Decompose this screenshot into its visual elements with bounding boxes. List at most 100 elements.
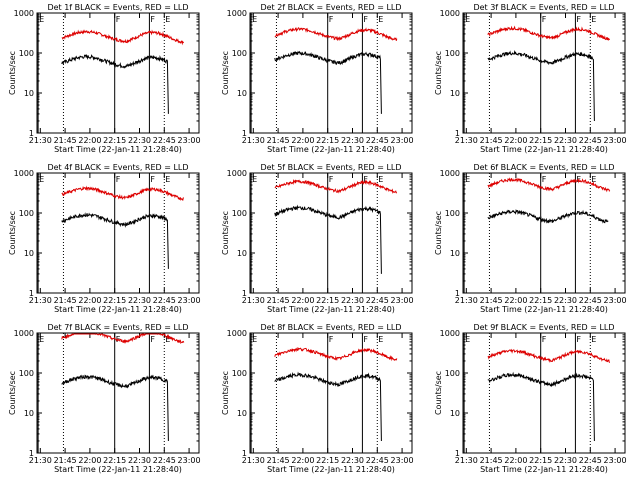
panel-det9: Det 9f BLACK = Events, RED = LLD 1 10 100 10… [434, 323, 627, 474]
y-tick-label: 1000 [14, 329, 34, 338]
y-axis-label: Counts/sec [221, 211, 230, 255]
y-tick-label: 1 [242, 289, 247, 298]
marker-label: F [116, 15, 121, 24]
marker-label: F [363, 175, 368, 184]
x-tick-label: 22:00 [504, 456, 527, 465]
series-events [487, 49, 595, 122]
series-events [274, 371, 382, 442]
x-tick-label: 21:30 [242, 296, 265, 305]
y-tick-label: 100 [232, 49, 247, 58]
x-tick-label: 22:30 [341, 136, 364, 145]
y-tick-label: 1000 [440, 329, 460, 338]
series-events [274, 50, 382, 114]
marker-label: E [252, 15, 257, 24]
y-tick-label: 1 [29, 289, 34, 298]
series-lld [61, 29, 184, 46]
x-tick-label: 21:45 [267, 296, 290, 305]
panel-title: Det 3f BLACK = Events, RED = LLD [473, 3, 614, 12]
x-tick-label: 22:45 [579, 136, 602, 145]
marker-label: F [363, 335, 368, 344]
x-tick-label: 23:00 [178, 296, 201, 305]
marker-label: E [591, 335, 596, 344]
y-axis-label: Counts/sec [434, 51, 443, 95]
series-lld [487, 25, 610, 41]
panel-det8: Det 8f BLACK = Events, RED = LLD 1 10 100 10… [221, 323, 414, 474]
plot-frame [462, 172, 626, 294]
x-tick-label: 21:45 [480, 136, 503, 145]
y-tick-label: 10 [450, 409, 460, 418]
y-tick-label: 10 [24, 409, 34, 418]
y-tick-label: 100 [19, 209, 34, 218]
marker-label: F [542, 15, 547, 24]
series-lld [487, 348, 610, 363]
x-tick-label: 22:30 [341, 456, 364, 465]
panel-det6: Det 6f BLACK = Events, RED = LLD 1 10 100 10… [434, 163, 627, 314]
x-axis-label: Start Time (22-Jan-11 21:28:40) [480, 145, 608, 154]
x-tick-label: 22:45 [579, 296, 602, 305]
y-tick-label: 1 [29, 129, 34, 138]
panel-det7: Det 7f BLACK = Events, RED = LLD 1 10 100 10… [8, 323, 201, 474]
y-tick-label: 100 [445, 49, 460, 58]
y-tick-label: 10 [24, 89, 34, 98]
y-axis-label: Counts/sec [434, 371, 443, 415]
y-tick-label: 1 [455, 449, 460, 458]
x-tick-label: 21:30 [455, 296, 478, 305]
y-tick-label: 10 [237, 249, 247, 258]
series-lld [274, 178, 398, 194]
x-tick-label: 23:00 [391, 296, 414, 305]
marker-label: F [150, 15, 155, 24]
series-events [487, 209, 609, 224]
x-tick-label: 22:15 [103, 456, 126, 465]
panel-det4: Det 4f BLACK = Events, RED = LLD 1 10 100 10… [8, 163, 201, 314]
y-tick-label: 10 [24, 249, 34, 258]
x-tick-label: 22:30 [128, 296, 151, 305]
series-events [274, 204, 382, 274]
marker-label: E [252, 335, 257, 344]
x-tick-label: 22:30 [128, 136, 151, 145]
x-tick-label: 22:30 [554, 296, 577, 305]
x-tick-label: 22:00 [78, 456, 101, 465]
marker-label: F [329, 335, 334, 344]
x-axis-label: Start Time (22-Jan-11 21:28:40) [267, 465, 395, 474]
y-tick-label: 1000 [440, 9, 460, 18]
y-tick-label: 10 [450, 249, 460, 258]
plot-frame [36, 12, 200, 134]
x-tick-label: 23:00 [178, 456, 201, 465]
y-axis-label: Counts/sec [434, 211, 443, 255]
x-tick-label: 21:45 [54, 136, 77, 145]
marker-label: E [465, 335, 470, 344]
plot-frame [249, 12, 413, 134]
x-axis-label: Start Time (22-Jan-11 21:28:40) [54, 305, 182, 314]
marker-label: F [150, 175, 155, 184]
x-tick-label: 21:45 [480, 456, 503, 465]
x-tick-label: 22:15 [103, 136, 126, 145]
x-tick-label: 22:15 [103, 296, 126, 305]
series-lld [274, 27, 398, 41]
marker-label: F [542, 175, 547, 184]
x-tick-label: 22:15 [529, 136, 552, 145]
x-tick-label: 23:00 [604, 136, 627, 145]
plot-frame [36, 172, 200, 294]
x-tick-label: 22:15 [316, 456, 339, 465]
marker-label: E [591, 15, 596, 24]
y-axis-label: Counts/sec [221, 51, 230, 95]
x-tick-label: 21:30 [455, 136, 478, 145]
series-lld [61, 185, 184, 201]
marker-label: E [252, 175, 257, 184]
y-tick-label: 1 [455, 289, 460, 298]
y-tick-label: 10 [237, 89, 247, 98]
panel-title: Det 2f BLACK = Events, RED = LLD [260, 3, 401, 12]
x-axis-label: Start Time (22-Jan-11 21:28:40) [480, 305, 608, 314]
marker-label: F [363, 15, 368, 24]
x-tick-label: 21:45 [54, 296, 77, 305]
y-tick-label: 10 [450, 89, 460, 98]
x-axis-label: Start Time (22-Jan-11 21:28:40) [54, 145, 182, 154]
panel-title: Det 5f BLACK = Events, RED = LLD [260, 163, 401, 172]
y-axis-label: Counts/sec [8, 51, 17, 95]
marker-label: E [165, 335, 170, 344]
marker-label: F [329, 15, 334, 24]
marker-label: F [576, 335, 581, 344]
marker-label: E [378, 335, 383, 344]
x-tick-label: 23:00 [391, 456, 414, 465]
